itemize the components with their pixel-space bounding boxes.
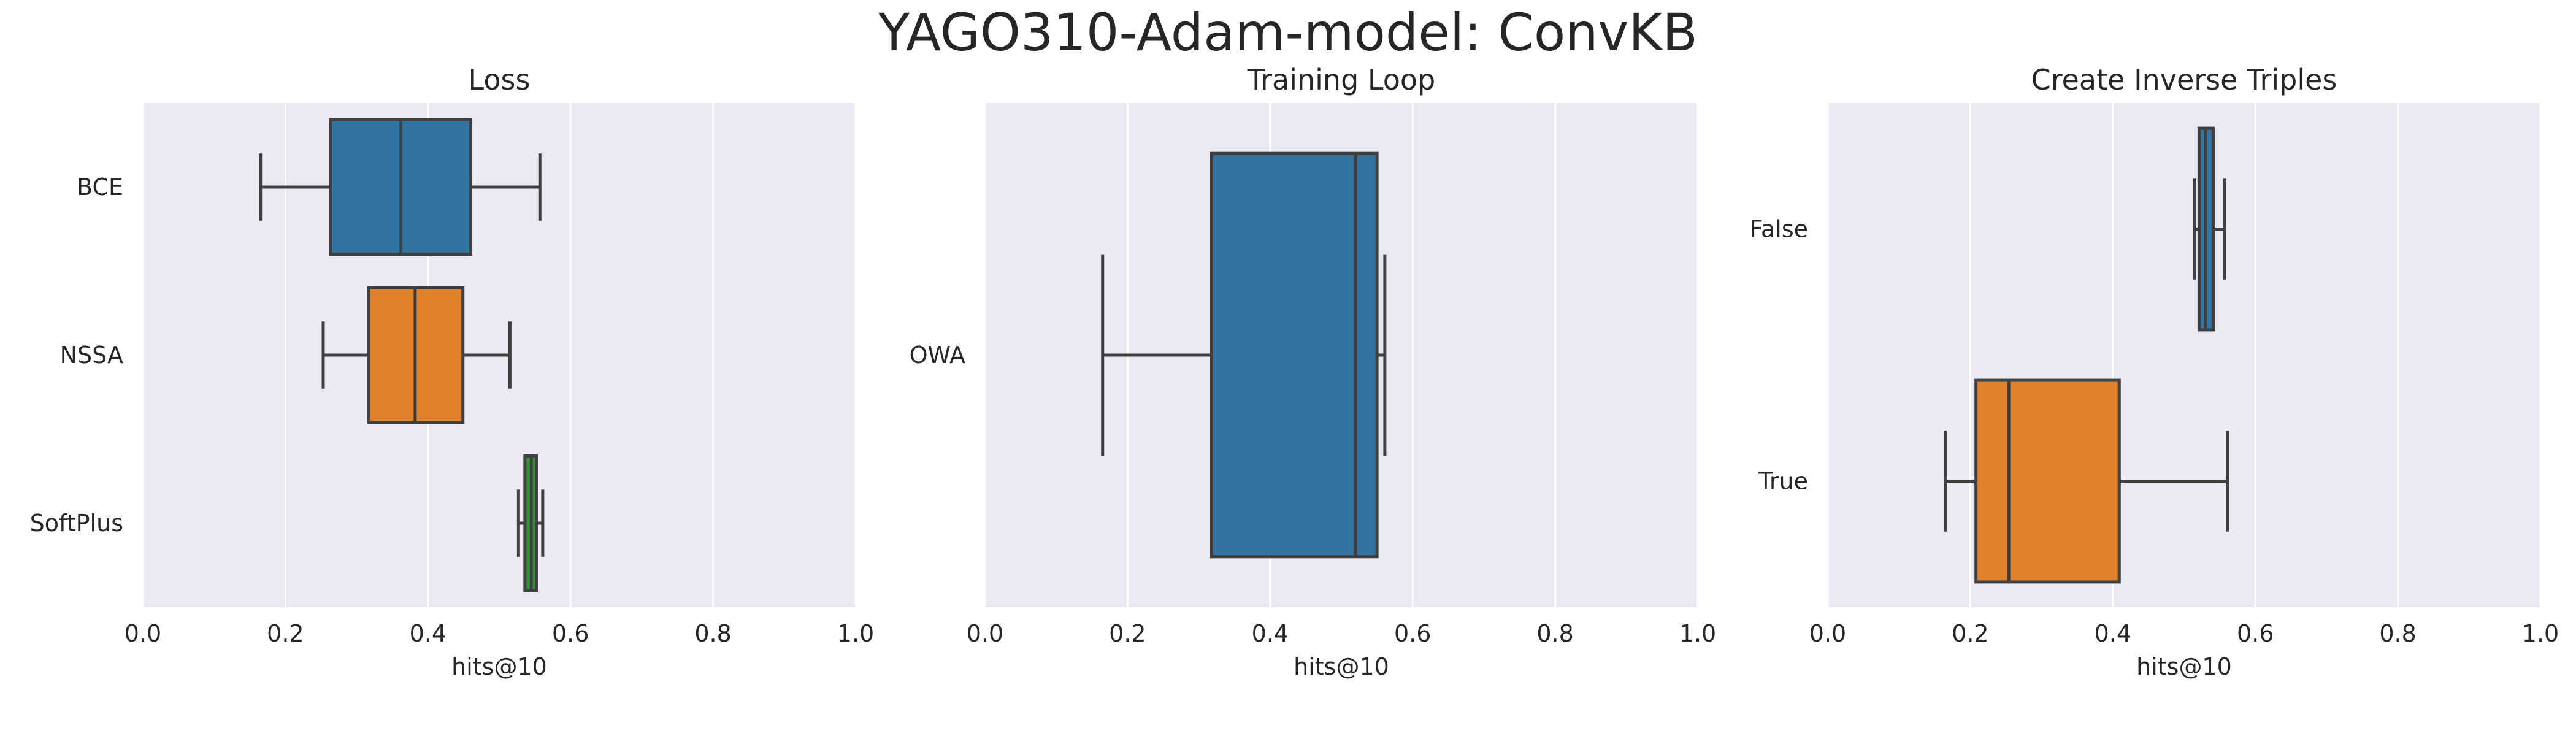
x-tick-label: 0.6 [2237, 620, 2274, 647]
box-softplus: SoftPlus [30, 454, 545, 592]
plot-area [1828, 103, 2540, 607]
x-axis-label: hits@10 [2136, 653, 2232, 680]
x-tick-label: 1.0 [2522, 620, 2559, 647]
y-tick-label: NSSA [60, 342, 123, 369]
x-tick-label: 0.0 [1809, 620, 1846, 647]
x-tick-label: 0.4 [2095, 620, 2131, 647]
x-tick-label: 0.4 [1252, 620, 1289, 647]
box-false: False [1750, 126, 2226, 332]
x-axis-label: hits@10 [1294, 653, 1389, 680]
x-tick-label: 0.8 [2379, 620, 2416, 647]
x-tick-label: 0.0 [125, 620, 161, 647]
figure-title: YAGO310-Adam-model: ConvKB [878, 2, 1698, 63]
y-tick-label: SoftPlus [30, 510, 123, 537]
x-tick-label: 0.2 [267, 620, 304, 647]
x-tick-label: 0.2 [1952, 620, 1988, 647]
box-bce: BCE [77, 118, 542, 256]
box-true: True [1758, 378, 2229, 584]
y-tick-label: False [1750, 216, 1808, 243]
x-tick-label: 0.8 [694, 620, 731, 647]
x-tick-label: 0.4 [410, 620, 447, 647]
x-tick-label: 1.0 [1679, 620, 1716, 647]
panel-title: Create Inverse Triples [2031, 63, 2337, 96]
y-tick-label: OWA [910, 342, 965, 369]
x-tick-label: 0.8 [1536, 620, 1573, 647]
box-nssa: NSSA [60, 286, 512, 424]
panel-title: Loss [469, 63, 531, 96]
x-axis-label: hits@10 [451, 653, 547, 680]
x-tick-label: 1.0 [837, 620, 874, 647]
iqr-box [1210, 151, 1379, 559]
x-tick-label: 0.6 [552, 620, 589, 647]
x-tick-label: 0.6 [1394, 620, 1431, 647]
subplot-2: 0.0 0.2 0.4 0.6 0.8 1.0 Training Loop hits@10 OW… [910, 63, 1717, 680]
panel-title: Training Loop [1247, 63, 1435, 96]
subplot-3: 0.0 0.2 0.4 0.6 0.8 1.0 Create Inverse Triples… [1750, 63, 2559, 680]
y-tick-label: BCE [77, 174, 123, 201]
y-tick-label: True [1758, 468, 1808, 495]
iqr-box [1974, 378, 2121, 584]
x-tick-label: 0.0 [967, 620, 1003, 647]
box-owa: OWA [910, 151, 1387, 559]
subplots: 0.0 0.2 0.4 0.6 0.8 1.0 Loss hits@10 BCE NSSA Soft… [30, 63, 2559, 680]
x-tick-label: 0.2 [1109, 620, 1146, 647]
subplot-1: 0.0 0.2 0.4 0.6 0.8 1.0 Loss hits@10 BCE NSSA Soft… [30, 63, 875, 680]
